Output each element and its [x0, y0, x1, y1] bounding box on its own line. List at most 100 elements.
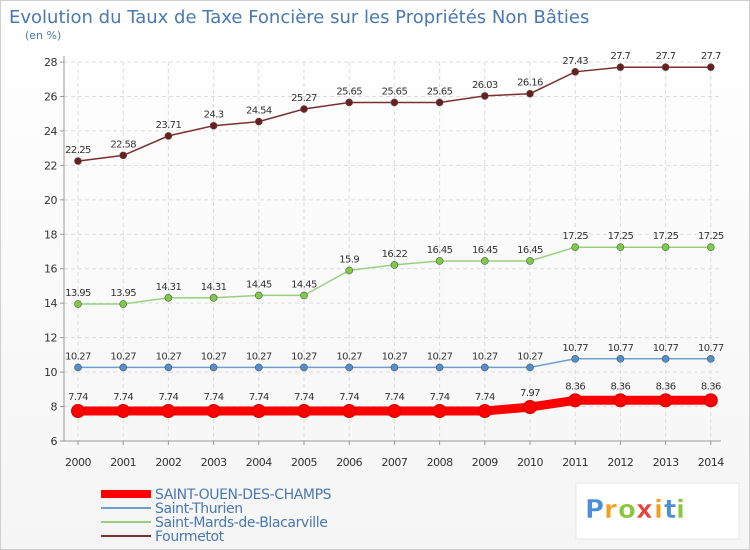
data-point: [387, 404, 402, 419]
data-point: [661, 243, 670, 251]
data-label: 10.77: [698, 343, 724, 354]
data-label: 10.77: [653, 343, 679, 354]
x-tick-label: 2008: [427, 456, 453, 469]
y-tick-label: 12: [44, 332, 57, 345]
data-point: [613, 393, 628, 408]
data-point: [345, 98, 354, 107]
data-label: 13.95: [110, 288, 136, 299]
data-point: [432, 404, 447, 419]
data-labels: 7.74 7.74 7.74 7.74 7.74 7.74 7.74 7.74 7.74 7.74…: [65, 51, 724, 403]
data-point: [477, 404, 492, 419]
data-label: 14.31: [201, 282, 227, 293]
x-tick-label: 2011: [562, 456, 588, 469]
data-point: [435, 257, 444, 265]
legend-label-saint-ouen-des-champs: SAINT-OUEN-DES-CHAMPS: [155, 487, 332, 503]
data-point: [706, 355, 715, 363]
series-saint-ouen-des-champs: [71, 393, 718, 419]
data-label: 10.27: [291, 351, 317, 362]
x-tick-label: 2003: [201, 456, 227, 469]
x-tick-label: 2007: [381, 456, 407, 469]
data-label: 14.45: [291, 279, 317, 290]
data-point: [74, 157, 82, 165]
data-label: 7.97: [520, 388, 540, 399]
data-label: 7.74: [113, 392, 133, 403]
data-point: [571, 355, 580, 363]
data-label: 15.9: [339, 254, 359, 265]
data-label: 10.27: [336, 351, 362, 362]
x-tick-label: 2002: [155, 456, 181, 469]
data-point: [164, 363, 173, 372]
y-tick-label: 16: [44, 263, 57, 276]
y-tick-label: 28: [44, 56, 57, 69]
grid-lines: [64, 61, 721, 442]
data-label: 10.27: [246, 351, 272, 362]
data-point: [390, 98, 399, 107]
data-label: 26.03: [472, 80, 498, 91]
data-label: 17.25: [608, 231, 634, 242]
data-label: 10.27: [201, 351, 227, 362]
y-tick-label: 14: [44, 297, 57, 310]
data-label: 26.16: [517, 78, 543, 89]
data-label: 10.27: [427, 351, 453, 362]
legend-label-fourmetot: Fourmetot: [155, 529, 225, 545]
data-label: 27.7: [656, 51, 676, 62]
data-label: 7.74: [430, 392, 450, 403]
data-point: [706, 243, 715, 251]
data-point: [251, 404, 266, 419]
data-point: [119, 363, 127, 372]
data-point: [342, 404, 357, 419]
logo-letter: r: [604, 495, 618, 525]
data-label: 7.74: [384, 392, 404, 403]
data-label: 7.74: [158, 392, 178, 403]
data-label: 10.27: [65, 351, 91, 362]
data-point: [164, 294, 173, 302]
data-label: 27.43: [562, 56, 588, 67]
series-saint-thurien: [74, 355, 715, 372]
y-tick-label: 8: [51, 401, 58, 414]
data-point: [480, 92, 489, 100]
data-label: 27.7: [610, 51, 630, 62]
data-label: 10.27: [382, 351, 408, 362]
y-tick-label: 22: [44, 159, 57, 172]
data-point: [161, 404, 176, 419]
x-tick-label: 2010: [517, 456, 543, 469]
data-point: [297, 404, 311, 419]
data-label: 27.7: [701, 51, 721, 62]
logo-letter: i: [676, 495, 686, 525]
data-label: 17.25: [698, 231, 724, 242]
x-tick-label: 2009: [472, 456, 498, 469]
data-point: [435, 363, 444, 372]
data-label: 16.22: [382, 249, 408, 260]
data-point: [206, 404, 221, 419]
logo-letter: i: [654, 495, 664, 525]
data-point: [571, 243, 580, 251]
data-label: 10.27: [517, 351, 543, 362]
data-label: 13.95: [65, 288, 91, 299]
data-label: 23.71: [156, 120, 182, 131]
data-label: 22.58: [110, 139, 136, 150]
logo-letter: o: [618, 495, 637, 525]
data-point: [661, 355, 670, 363]
data-label: 7.74: [68, 392, 88, 403]
data-label: 22.25: [65, 145, 91, 156]
axes: 6 8 10 12 14 16 18 20 22 24 26 28 2000 2001 2002 2003 20…: [44, 56, 725, 469]
data-label: 10.77: [608, 343, 634, 354]
data-label: 8.36: [701, 381, 721, 392]
logo-box: [575, 482, 740, 540]
legend: SAINT-OUEN-DES-CHAMPSSaint-ThurienSaint-…: [101, 487, 332, 545]
x-tick-label: 2006: [336, 456, 362, 469]
y-tick-label: 18: [44, 228, 57, 241]
data-point: [74, 363, 82, 372]
data-point: [209, 294, 218, 302]
data-label: 25.65: [427, 86, 453, 97]
data-point: [71, 404, 85, 419]
data-label: 7.74: [294, 392, 314, 403]
logo-letter: x: [636, 495, 654, 525]
x-tick-label: 2005: [291, 456, 317, 469]
data-label: 16.45: [472, 245, 498, 256]
data-point: [480, 257, 489, 265]
data-point: [526, 89, 534, 98]
series-group: [71, 63, 718, 419]
data-label: 10.77: [562, 343, 588, 354]
data-point: [254, 291, 263, 300]
